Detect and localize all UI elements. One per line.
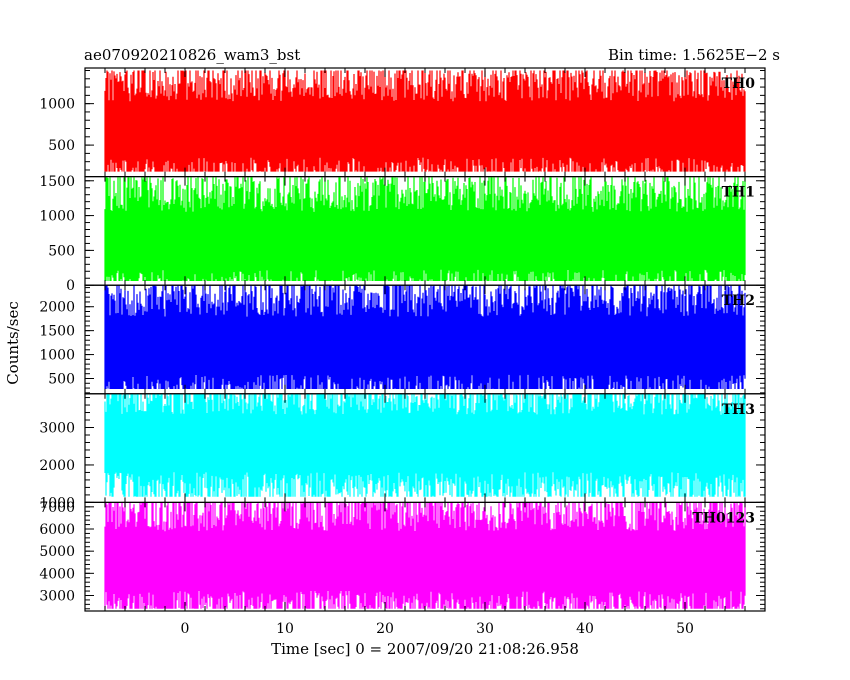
y-tick-label: 500 xyxy=(48,138,75,154)
panel-label: TH2 xyxy=(722,293,755,309)
y-tick-label: 3000 xyxy=(39,421,75,437)
y-tick-label: 6000 xyxy=(39,522,75,538)
y-tick-label: 2000 xyxy=(39,458,75,474)
x-tick-label: 10 xyxy=(276,621,294,637)
series-th0123-trace xyxy=(104,502,746,609)
x-axis: 0 10 20 30 40 50 xyxy=(181,621,694,637)
x-axis-label: Time [sec] 0 = 2007/09/20 21:08:26.958 xyxy=(271,640,579,658)
panels-group: 500 1000 TH0 0 500 1000 1500 TH1 500 1000 1500 2000… xyxy=(39,67,766,612)
panel-label: TH3 xyxy=(722,402,755,418)
panel-th3: 1000 2000 3000 TH3 xyxy=(39,393,766,511)
y-tick-label: 0 xyxy=(66,278,75,294)
panel-label: TH0123 xyxy=(692,510,755,526)
y-axis-label: Counts/sec xyxy=(4,301,22,385)
y-tick-label: 7000 xyxy=(39,500,75,516)
y-tick-label: 3000 xyxy=(39,588,75,604)
panel-th2: 500 1000 1500 2000 TH2 xyxy=(39,284,766,395)
y-tick-label: 5000 xyxy=(39,544,75,560)
series-th1-trace xyxy=(104,177,746,281)
x-tick-label: 40 xyxy=(576,621,594,637)
panel-th0123: 3000 4000 5000 6000 7000 TH0123 xyxy=(39,500,766,612)
series-th2-trace xyxy=(104,285,746,389)
panel-label: TH0 xyxy=(722,76,756,92)
y-tick-label: 4000 xyxy=(39,566,75,582)
panel-th1: 0 500 1000 1500 TH1 xyxy=(39,174,766,294)
y-tick-label: 500 xyxy=(48,243,75,259)
x-tick-label: 20 xyxy=(376,621,394,637)
series-th3-trace xyxy=(104,393,746,497)
y-tick-label: 1000 xyxy=(39,97,75,113)
x-tick-label: 50 xyxy=(676,621,694,637)
bin-time-label: Bin time: 1.5625E−2 s xyxy=(608,46,780,64)
y-tick-label: 1500 xyxy=(39,324,75,340)
y-tick-label: 1500 xyxy=(39,174,75,190)
y-tick-label: 1000 xyxy=(39,348,75,364)
panel-label: TH1 xyxy=(722,185,755,201)
series-th0-trace xyxy=(104,70,746,172)
y-tick-label: 1000 xyxy=(39,209,75,225)
chart-title: ae070920210826_wam3_bst xyxy=(84,46,300,64)
y-tick-label: 2000 xyxy=(39,300,75,316)
panel-th0: 500 1000 TH0 xyxy=(39,67,766,178)
y-tick-label: 500 xyxy=(48,371,75,387)
y-tick-label: 1000 xyxy=(39,495,75,511)
x-tick-label: 0 xyxy=(181,621,190,637)
x-tick-label: 30 xyxy=(476,621,494,637)
